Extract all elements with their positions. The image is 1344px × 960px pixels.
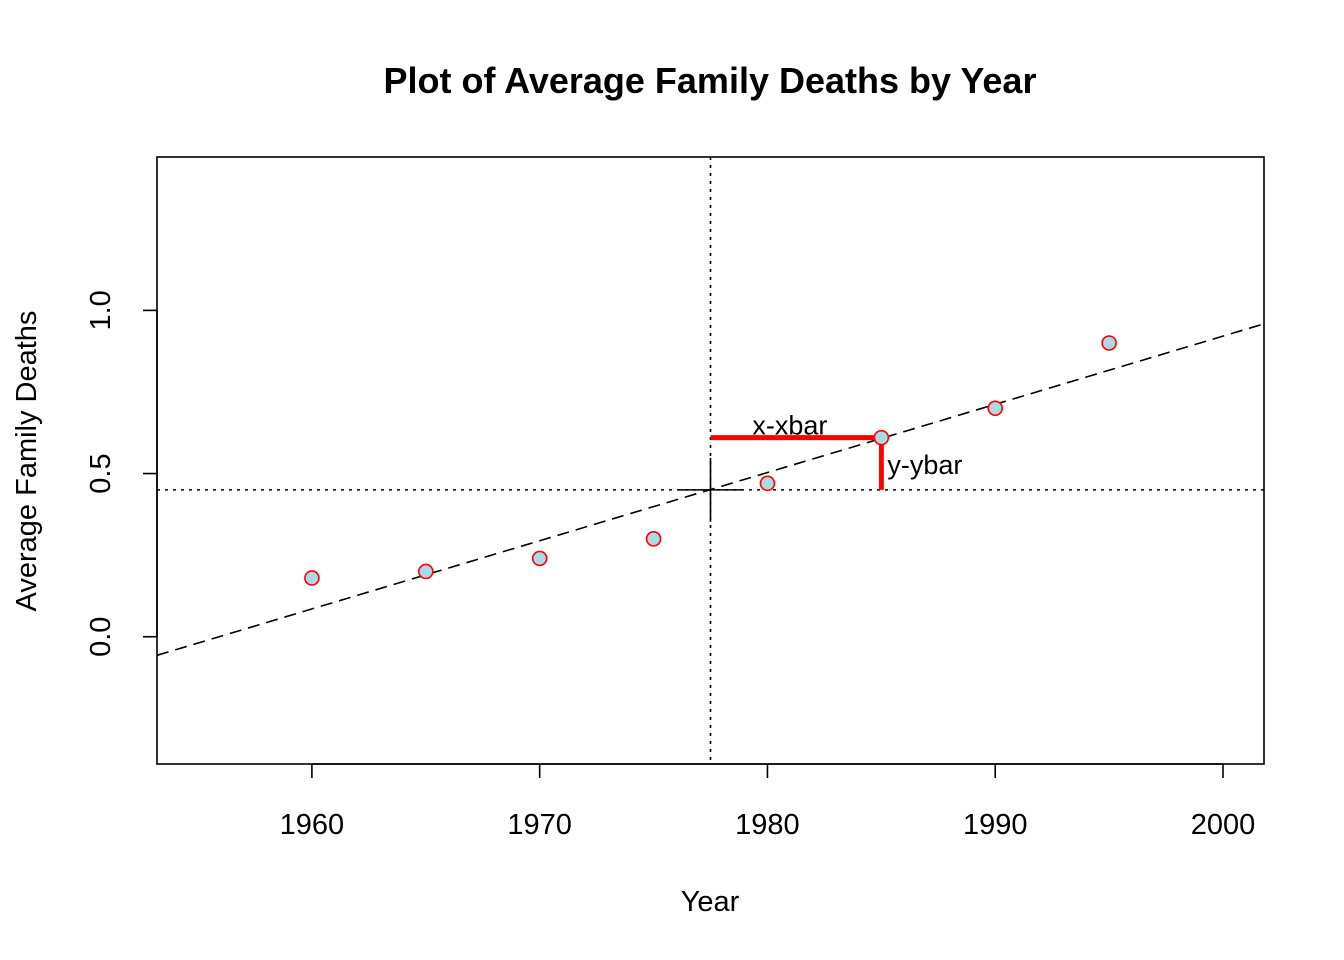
annotation-x-minus-xbar: x-xbar [752, 411, 827, 441]
data-point [417, 563, 434, 580]
reference-lines [157, 157, 1264, 764]
x-tick-label: 1960 [280, 809, 345, 841]
data-point [645, 531, 662, 547]
chart-title: Plot of Average Family Deaths by Year [384, 60, 1037, 101]
x-tick-label: 1970 [507, 809, 572, 841]
y-axis-title: Average Family Deaths [11, 311, 43, 612]
deviation-highlight [710, 435, 884, 490]
x-axis: 1960 1970 1980 1990 2000 [280, 763, 1256, 841]
data-point [304, 570, 320, 586]
x-tick-label: 1980 [735, 809, 800, 841]
annotation-y-minus-ybar: y-ybar [887, 450, 962, 480]
y-tick-label: 0.0 [85, 617, 117, 657]
y-tick-label: 0.5 [85, 453, 117, 493]
data-point [531, 550, 548, 567]
data-point [987, 400, 1004, 417]
y-tick-label: 1.0 [85, 290, 117, 330]
data-point [873, 429, 890, 446]
x-tick-label: 1990 [963, 809, 1028, 841]
regression-line [156, 323, 1265, 657]
data-points [304, 335, 1117, 586]
data-point [1101, 335, 1117, 351]
regression-line-group [156, 323, 1265, 657]
x-axis-title: Year [681, 886, 740, 918]
y-axis: 0.0 0.5 1.0 [85, 290, 158, 657]
data-point [759, 475, 776, 492]
x-tick-label: 2000 [1191, 809, 1256, 841]
